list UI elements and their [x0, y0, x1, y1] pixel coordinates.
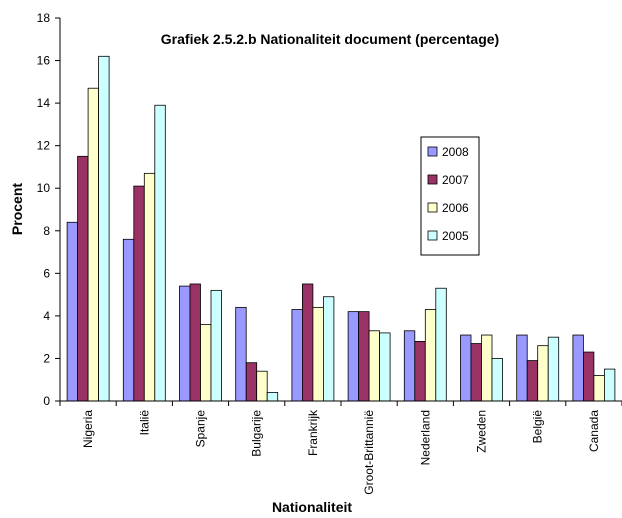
x-tick-label: België: [531, 410, 545, 444]
bar-2006-3: [200, 323, 212, 402]
x-tick-label: Nigeria: [81, 410, 95, 448]
y-axis-label: Procent: [9, 183, 25, 235]
y-tick-label: 0: [43, 394, 50, 408]
bar-2006-4: [256, 370, 268, 402]
y-tick-label: 18: [37, 11, 51, 25]
x-axis-label: Nationaliteit: [272, 499, 352, 515]
bar-2008-8: [460, 334, 472, 402]
y-tick-label: 8: [43, 224, 50, 238]
bar-2008-1: [66, 221, 78, 402]
bar-2005-6: [379, 332, 391, 402]
y-tick-label: 4: [43, 309, 50, 323]
legend-label-2006: 2006: [442, 201, 469, 215]
bar-2007-3: [189, 283, 201, 402]
legend-swatch-2005: [427, 230, 438, 241]
y-tick-label: 10: [37, 181, 51, 195]
bar-2005-10: [604, 368, 616, 402]
bar-2005-4: [266, 392, 279, 402]
bar-2005-8: [491, 358, 503, 402]
bar-2008-2: [122, 238, 135, 402]
legend: 2008 2007 2006 2005: [420, 136, 480, 256]
x-tick-label: Nederland: [418, 410, 432, 465]
x-tick-label: Groot-Brittannië: [362, 410, 376, 495]
bar-2008-3: [179, 285, 191, 402]
bar-2007-6: [358, 311, 370, 402]
bar-2005-9: [547, 336, 560, 402]
bar-2007-5: [301, 283, 314, 402]
chart-title: Grafiek 2.5.2.b Nationaliteit document (…: [161, 31, 499, 47]
y-tick-label: 2: [43, 351, 50, 365]
bar-2007-7: [414, 341, 426, 402]
legend-label-2007: 2007: [442, 173, 469, 187]
bar-2005-3: [210, 289, 222, 402]
legend-swatch-2006: [427, 202, 438, 213]
legend-swatch-2007: [427, 174, 438, 185]
x-tick-label: Canada: [587, 410, 601, 452]
bar-2008-7: [403, 330, 416, 402]
bar-2005-7: [435, 287, 447, 402]
bar-2008-4: [235, 306, 247, 402]
bar-2006-9: [537, 345, 549, 402]
bar-2006-7: [424, 309, 437, 402]
y-tick-label: 16: [37, 54, 51, 68]
y-tick-label: 6: [43, 266, 50, 280]
bar-2006-8: [481, 334, 493, 402]
bar-2005-2: [154, 104, 166, 402]
bar-2006-2: [143, 172, 156, 402]
x-tick-label: Italië: [137, 410, 151, 436]
x-tick-label: Zweden: [475, 410, 489, 453]
bar-2006-1: [87, 87, 99, 402]
y-tick-label: 14: [37, 96, 51, 110]
bar-2007-8: [470, 343, 482, 402]
legend-label-2008: 2008: [442, 145, 469, 159]
legend-swatch-2008: [427, 146, 438, 157]
bar-2008-10: [572, 334, 584, 402]
bar-2006-6: [368, 330, 381, 402]
bar-2007-2: [133, 185, 145, 402]
legend-label-2005: 2005: [442, 229, 469, 243]
x-tick-label: Bulgarije: [250, 410, 264, 457]
bar-2006-10: [593, 375, 605, 402]
bar-2008-9: [516, 334, 528, 402]
bar-2008-6: [347, 311, 360, 402]
bar-2007-1: [77, 155, 89, 402]
y-tick-label: 12: [37, 139, 51, 153]
bar-2007-10: [583, 351, 595, 402]
x-tick-label: Spanje: [194, 410, 208, 448]
bar-2006-5: [312, 306, 324, 402]
bar-2008-5: [291, 309, 303, 402]
bar-2005-1: [98, 55, 110, 402]
x-tick-label: Frankrijk: [306, 409, 320, 456]
bar-2007-4: [245, 362, 258, 402]
bar-2007-9: [526, 360, 539, 402]
bar-2005-5: [322, 296, 335, 402]
